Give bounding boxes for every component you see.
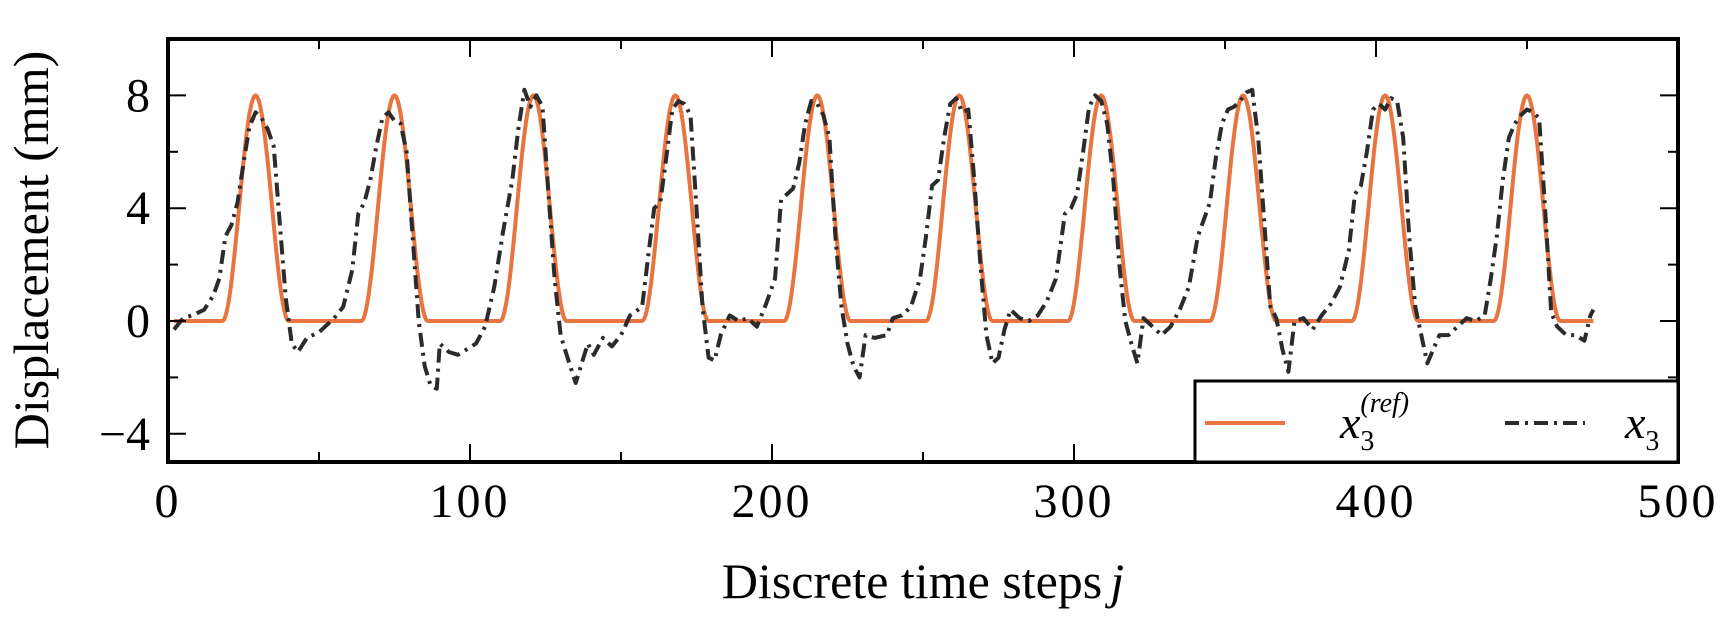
y-tick-label: 4 <box>126 182 150 235</box>
plot-frame <box>166 37 1680 464</box>
series-layer <box>172 87 1596 391</box>
legend-label-measured: x3 <box>1624 397 1659 457</box>
series-line-measured <box>172 87 1596 391</box>
x-tick-label: 0 <box>155 475 182 528</box>
series-line-reference <box>173 93 1594 323</box>
x-axis-title: Discrete time steps j <box>722 553 1124 609</box>
x-tick-label: 500 <box>1638 475 1719 528</box>
x-tick-label: 400 <box>1336 475 1417 528</box>
x-tick-label: 200 <box>732 475 813 528</box>
y-axis-title: Displacement (mm) <box>3 51 59 450</box>
x-tick-label: 100 <box>430 475 511 528</box>
x-tick-label: 300 <box>1034 475 1115 528</box>
y-tick-label: 8 <box>126 69 150 122</box>
y-tick-label: 0 <box>126 295 150 348</box>
legend: x3(ref) x3 <box>1193 379 1680 464</box>
y-tick-label: −4 <box>99 408 150 461</box>
legend-label-reference: x3(ref) <box>1339 388 1409 457</box>
